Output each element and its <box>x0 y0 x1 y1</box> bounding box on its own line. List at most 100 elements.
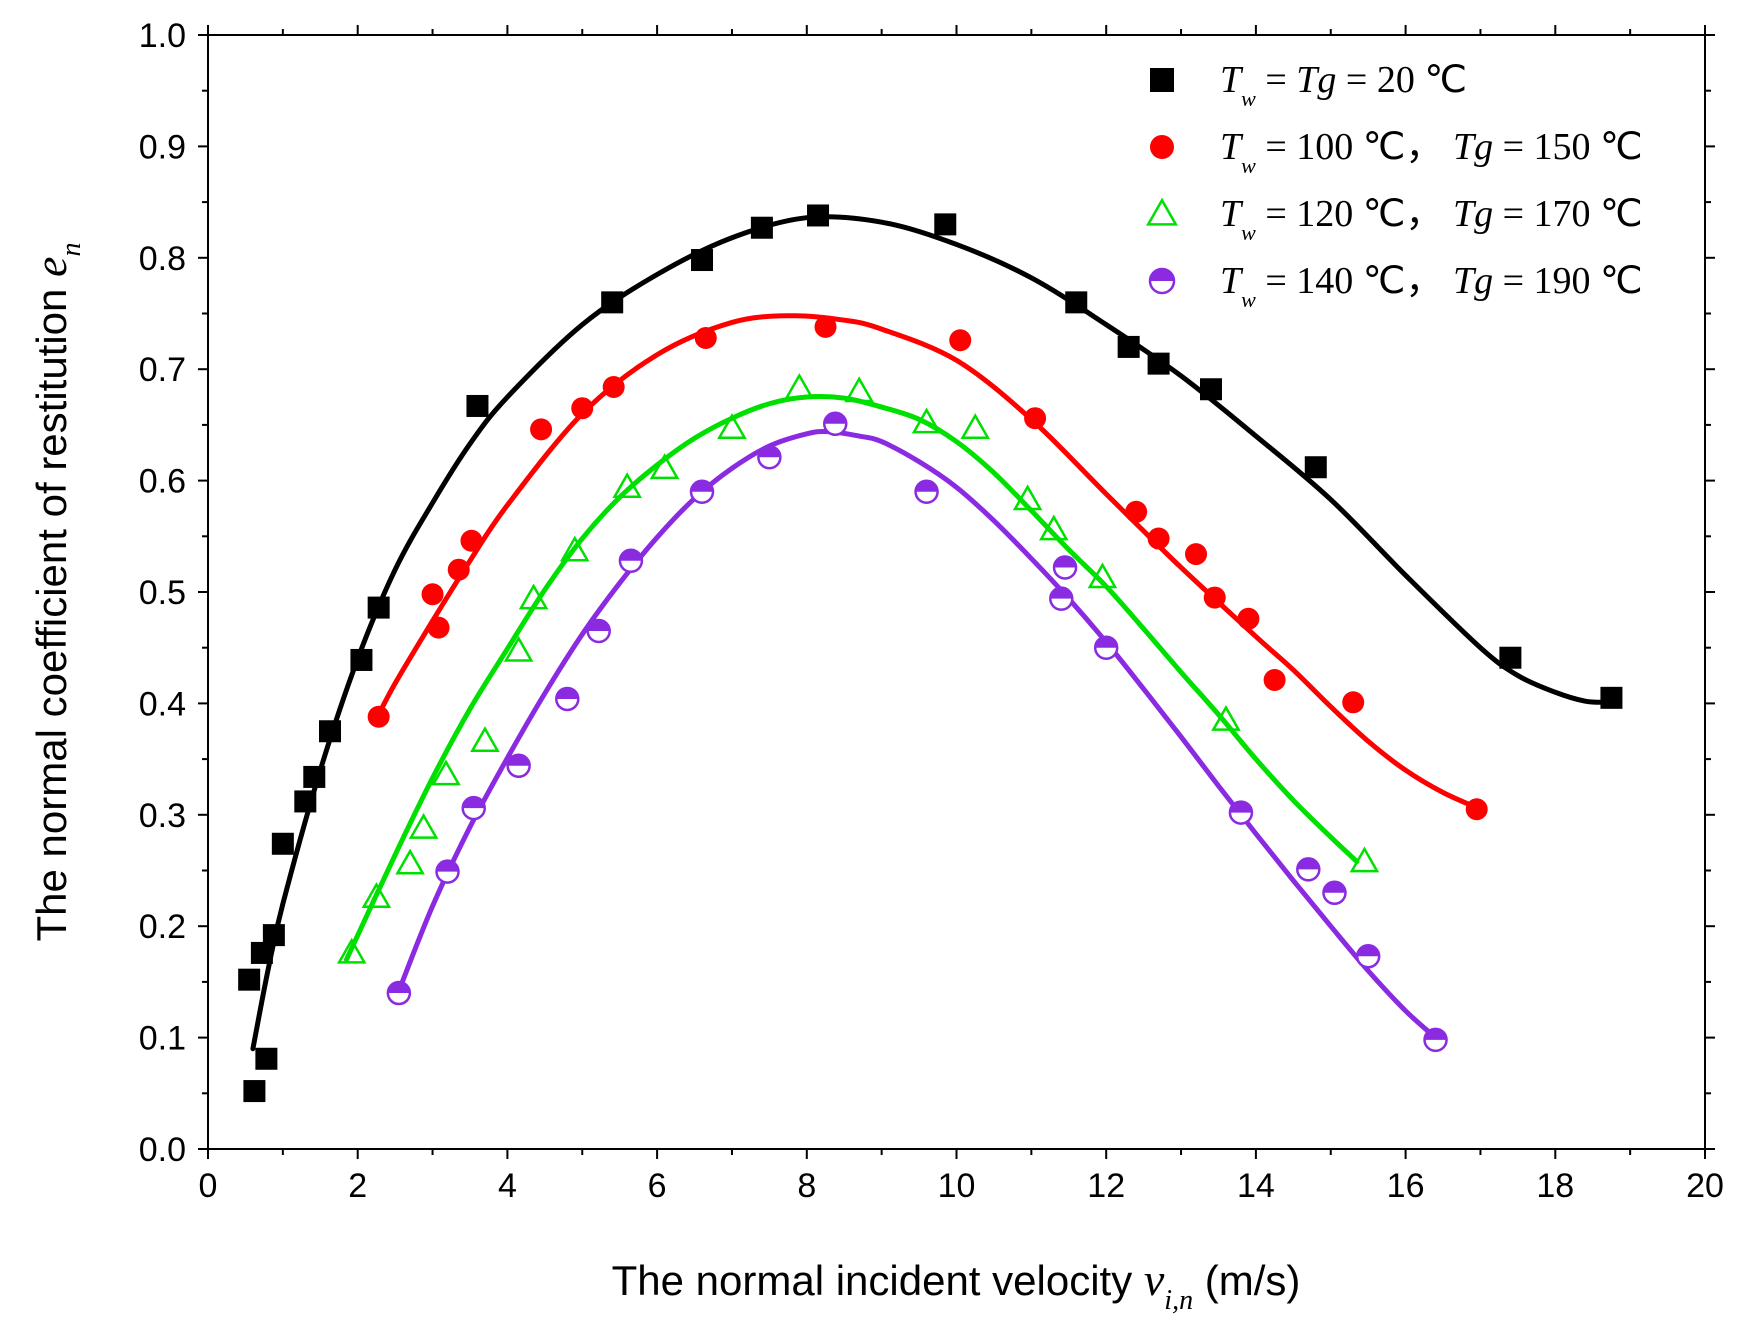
y-tick-label: 0.6 <box>139 463 186 501</box>
point-series-1 <box>238 968 261 991</box>
point-series-2 <box>1263 669 1286 692</box>
point-series-3 <box>503 635 534 662</box>
legend: Tw = Tg = 20 ℃ Tw = 100 ℃， Tg = 150 ℃ Tw =… <box>1146 59 1643 312</box>
point-series-4 <box>506 753 531 779</box>
y-tick-label: 0.1 <box>139 1020 186 1058</box>
point-series-3 <box>470 726 500 753</box>
x-tick-label: 14 <box>1237 1167 1275 1205</box>
point-series-1 <box>466 394 489 417</box>
fit-curves <box>250 214 1611 1052</box>
x-tick-label: 12 <box>1087 1167 1125 1205</box>
point-series-2 <box>1147 527 1170 550</box>
point-series-1 <box>934 213 957 236</box>
point-series-4 <box>1049 586 1074 611</box>
legend-label-3: Tw = 120 ℃， Tg = 170 ℃ <box>1220 193 1643 245</box>
point-series-4 <box>435 859 460 884</box>
point-series-2 <box>1342 691 1365 714</box>
point-series-2 <box>1024 407 1047 430</box>
y-tick-label: 0.7 <box>139 351 186 389</box>
point-series-3 <box>559 535 590 562</box>
point-series-2 <box>421 583 444 606</box>
point-series-2 <box>814 315 837 338</box>
point-series-3 <box>408 812 439 839</box>
point-series-1 <box>1065 291 1088 314</box>
point-series-2 <box>949 329 972 352</box>
point-series-1 <box>250 941 273 964</box>
point-series-3 <box>1012 484 1043 511</box>
point-series-4 <box>1423 1027 1448 1053</box>
y-ticks: 0.0 0.1 0.2 0.3 0.4 0.5 0.6 0.7 0.8 0.9 1.0 <box>139 17 1715 1169</box>
point-series-3 <box>784 372 815 399</box>
x-tick-label: 0 <box>199 1167 218 1205</box>
point-series-3 <box>1349 846 1380 873</box>
x-tick-label: 6 <box>648 1167 667 1205</box>
point-series-4 <box>757 444 782 470</box>
point-series-1 <box>1600 686 1623 709</box>
point-series-3 <box>361 882 392 908</box>
fit-curve-series-3 <box>343 394 1360 963</box>
legend-marker-1 <box>1150 68 1174 92</box>
point-series-4 <box>1355 944 1381 969</box>
point-series-2 <box>1237 607 1260 630</box>
x-axis-title: The normal incident velocity vi,n (m/s) <box>612 1254 1301 1316</box>
point-series-2 <box>571 397 594 420</box>
point-series-3 <box>1039 514 1069 541</box>
point-series-2 <box>694 327 717 350</box>
point-series-1 <box>807 204 830 227</box>
point-series-2 <box>427 616 450 639</box>
point-series-2 <box>460 529 483 552</box>
point-series-3 <box>395 848 425 875</box>
point-series-3 <box>844 376 874 403</box>
y-tick-label: 0.8 <box>139 240 186 278</box>
y-tick-label: 0.4 <box>139 685 186 723</box>
point-series-1 <box>262 924 285 947</box>
point-series-4 <box>1228 800 1254 825</box>
point-series-1 <box>255 1047 278 1070</box>
legend-label-2: Tw = 100 ℃， Tg = 150 ℃ <box>1220 126 1643 178</box>
point-series-2 <box>1465 798 1488 821</box>
point-series-1 <box>750 216 773 239</box>
point-series-1 <box>367 596 390 619</box>
point-series-1 <box>271 832 294 855</box>
point-series-1 <box>1147 352 1170 375</box>
fit-curve-series-4 <box>396 428 1439 1041</box>
point-series-3 <box>649 453 680 480</box>
data-points <box>238 204 1623 1103</box>
y-tick-label: 0.5 <box>139 574 186 612</box>
point-series-4 <box>586 618 611 644</box>
point-series-3 <box>431 759 461 786</box>
point-series-3 <box>518 583 549 610</box>
point-series-1 <box>1304 456 1327 479</box>
x-tick-label: 2 <box>348 1167 367 1205</box>
point-series-2 <box>602 376 625 399</box>
x-tick-label: 8 <box>797 1167 816 1205</box>
point-series-1 <box>1199 378 1222 401</box>
y-axis-title: The normal coefficient of restitution en <box>25 243 87 942</box>
point-series-3 <box>960 413 991 439</box>
point-series-2 <box>367 705 390 728</box>
point-series-2 <box>1125 500 1148 523</box>
y-tick-label: 0.0 <box>139 1131 186 1169</box>
y-tick-label: 1.0 <box>139 17 186 55</box>
x-tick-label: 16 <box>1387 1167 1425 1205</box>
point-series-4 <box>822 411 848 437</box>
point-series-1 <box>691 249 714 272</box>
x-tick-label: 20 <box>1686 1167 1724 1205</box>
legend-marker-2 <box>1150 135 1174 159</box>
point-series-3 <box>911 407 942 434</box>
fit-curve-series-2 <box>376 313 1483 812</box>
legend-label-1: Tw = Tg = 20 ℃ <box>1220 59 1467 111</box>
point-series-1 <box>294 790 317 813</box>
point-series-4 <box>1052 555 1078 580</box>
legend-label-4: Tw = 140 ℃， Tg = 190 ℃ <box>1220 260 1643 312</box>
point-series-4 <box>461 795 486 821</box>
point-series-3 <box>612 472 642 499</box>
point-series-1 <box>319 720 342 743</box>
point-series-4 <box>386 980 412 1006</box>
x-tick-label: 10 <box>938 1167 976 1205</box>
point-series-4 <box>555 686 580 712</box>
point-series-1 <box>303 765 326 788</box>
x-tick-label: 18 <box>1536 1167 1574 1205</box>
